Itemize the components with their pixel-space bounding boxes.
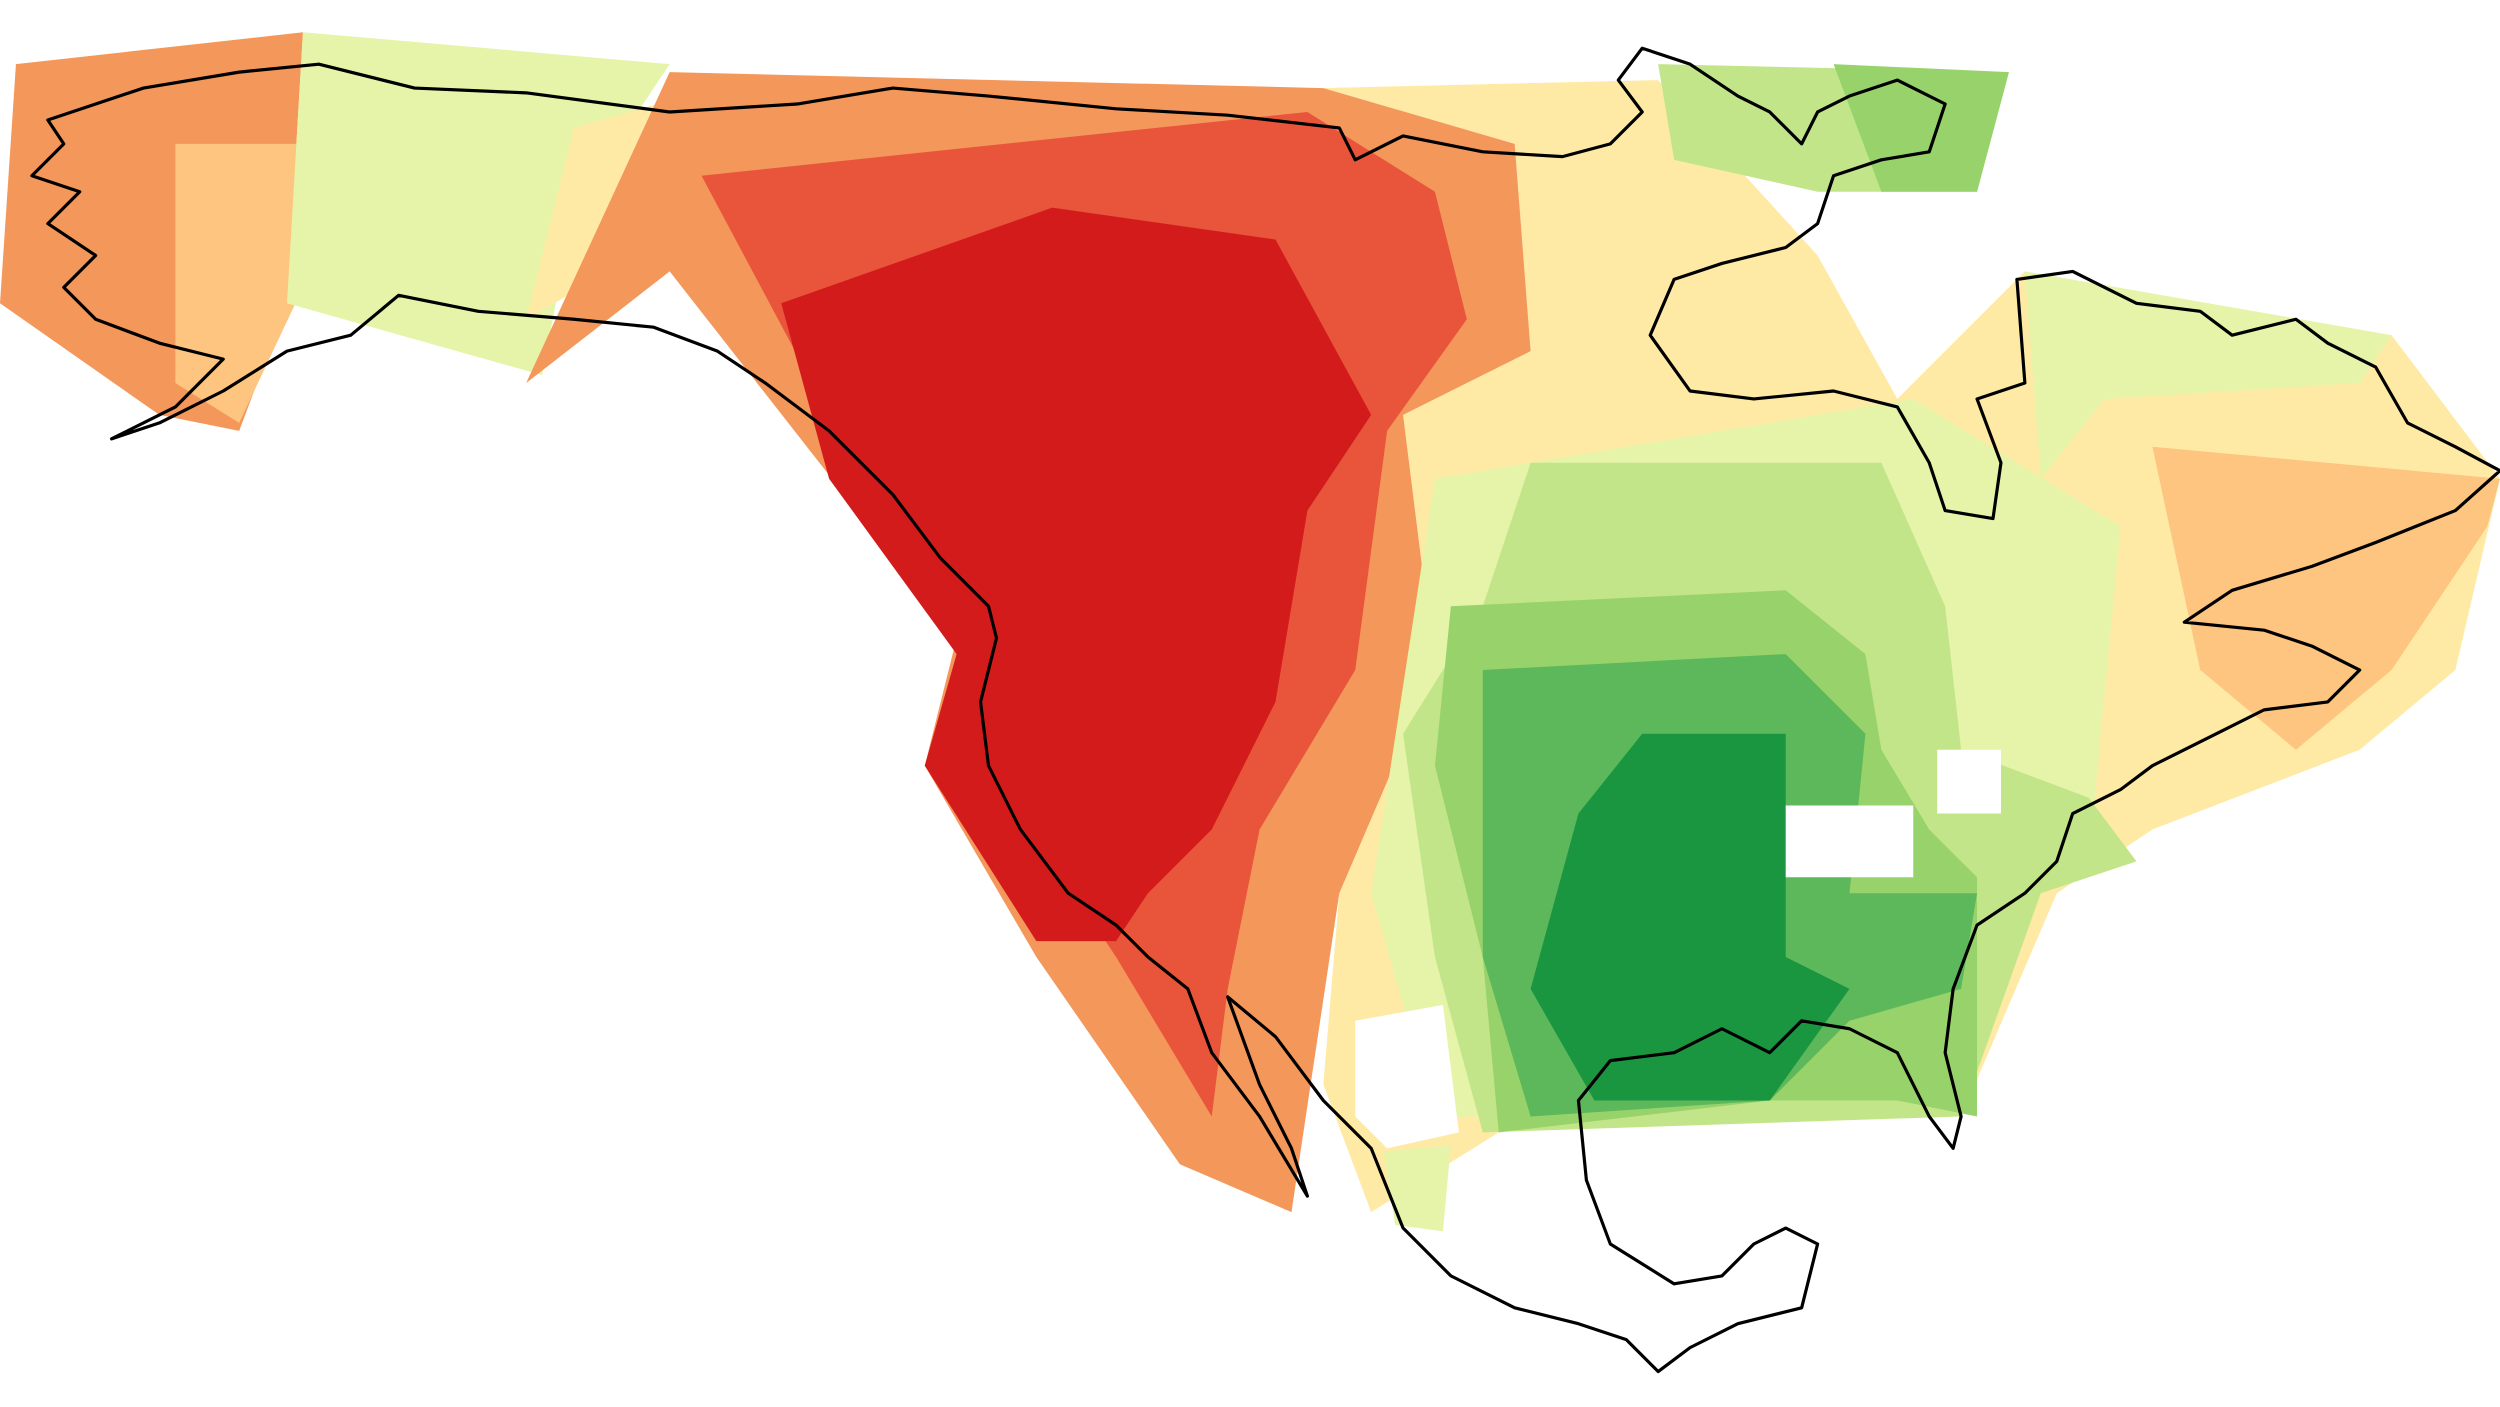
- empty-cell: [1937, 749, 2001, 814]
- coastline: [30, 46, 2500, 1374]
- grid-cells: [0, 32, 2500, 1232]
- cell-region: [781, 207, 1372, 942]
- cell-region: [286, 32, 670, 376]
- cell-region: [1530, 733, 1850, 1101]
- empty-cell: [1785, 805, 1914, 878]
- cell-region: [2152, 446, 2500, 750]
- cell-region: [1383, 1145, 1451, 1232]
- empty-cell: [1355, 1004, 1459, 1149]
